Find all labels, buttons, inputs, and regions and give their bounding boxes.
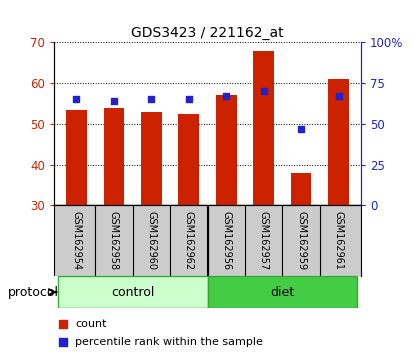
- Text: percentile rank within the sample: percentile rank within the sample: [76, 337, 264, 347]
- Point: [60, 339, 66, 344]
- Point: [148, 97, 155, 102]
- Bar: [104, 108, 124, 205]
- Text: control: control: [111, 286, 154, 298]
- Point: [298, 126, 305, 132]
- Point: [73, 97, 80, 102]
- Point: [335, 93, 342, 99]
- Bar: [291, 173, 311, 205]
- Bar: [208, 276, 357, 308]
- Bar: [178, 114, 199, 205]
- Text: GSM162959: GSM162959: [296, 211, 306, 270]
- Text: GSM162954: GSM162954: [71, 211, 81, 270]
- Point: [186, 97, 192, 102]
- Text: GSM162961: GSM162961: [334, 211, 344, 270]
- Point: [260, 88, 267, 94]
- Bar: [141, 112, 161, 205]
- Text: GSM162960: GSM162960: [146, 211, 156, 270]
- Point: [223, 93, 229, 99]
- Text: GSM162956: GSM162956: [221, 211, 231, 270]
- Bar: [254, 51, 274, 205]
- Point: [110, 98, 117, 104]
- Bar: [66, 110, 87, 205]
- Text: protocol: protocol: [8, 286, 59, 298]
- Text: diet: diet: [270, 286, 295, 298]
- Text: GSM162962: GSM162962: [184, 211, 194, 270]
- Title: GDS3423 / 221162_at: GDS3423 / 221162_at: [131, 26, 284, 40]
- Text: count: count: [76, 319, 107, 329]
- Point: [60, 321, 66, 327]
- Text: GSM162957: GSM162957: [259, 211, 269, 270]
- Bar: [58, 276, 208, 308]
- Bar: [328, 79, 349, 205]
- Text: GSM162958: GSM162958: [109, 211, 119, 270]
- Bar: [216, 96, 237, 205]
